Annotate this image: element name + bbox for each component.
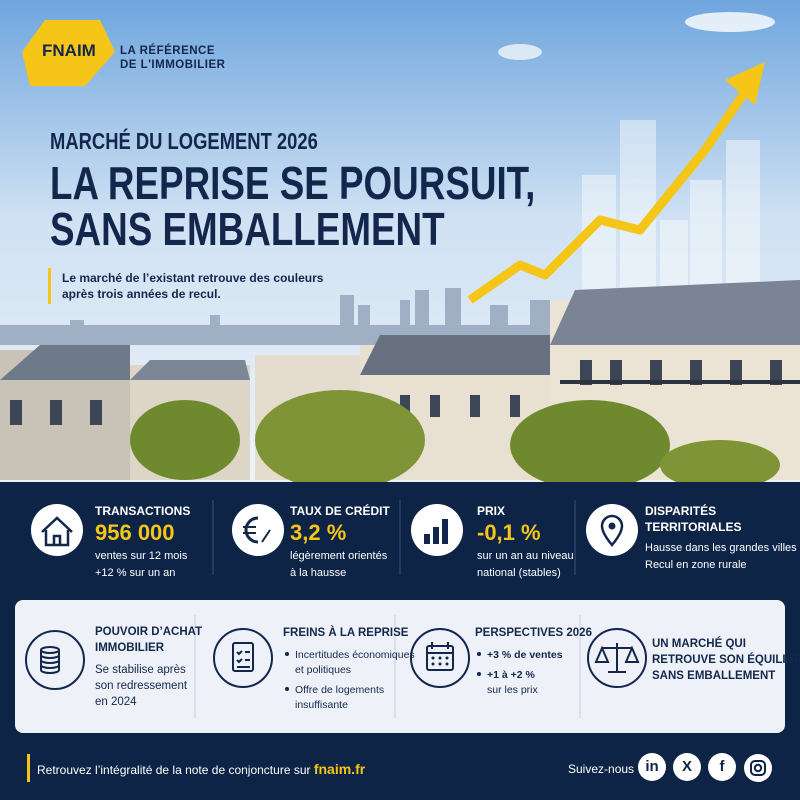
panel-title: POUVOIR D’ACHAT [95, 626, 203, 638]
rising-arrow [467, 89, 749, 304]
stat-label: PRIX [477, 504, 506, 518]
social-icon[interactable]: X [673, 753, 701, 781]
follow-label: Suivez-nous [568, 762, 635, 776]
panel-text: Se stabilise après [95, 664, 186, 676]
panel-item-text: Incertitudes économiques [295, 649, 415, 661]
subtitle: Le marché de l’existant retrouve des cou… [62, 270, 323, 302]
panel-title: SANS EMBALLEMENT [652, 670, 776, 682]
footer-accent [27, 754, 30, 782]
headline-line: LA REPRISE SE POURSUIT, [50, 157, 536, 209]
panel-title: FREINS À LA REPRISE [283, 627, 409, 639]
stat-label: TRANSACTIONS [95, 504, 191, 518]
subtitle-line: après trois années de recul. [62, 287, 221, 301]
headline: LA REPRISE SE POURSUIT, SANS EMBALLEMENT [50, 160, 535, 252]
tagline: LA RÉFÉRENCE DE L'IMMOBILIER [120, 44, 225, 72]
panel-text: en 2024 [95, 696, 137, 708]
stat-value: -0,1 % [477, 520, 541, 545]
stat-note: ventes sur 12 mois [95, 550, 188, 562]
bullet [285, 687, 289, 692]
tagline-line: DE L'IMMOBILIER [120, 59, 226, 71]
stat-note: Hausse dans les grandes villes [645, 542, 797, 554]
stat-note: +12 % sur un an [95, 567, 176, 579]
cloud [498, 44, 542, 60]
panel-item-text: insuffisante [295, 699, 348, 711]
stat-icons [31, 504, 638, 556]
subtitle-line: Le marché de l’existant retrouve des cou… [62, 271, 324, 285]
panel-title: IMMOBILIER [95, 642, 164, 654]
stat-label: DISPARITÉS [645, 504, 717, 518]
tagline-line: LA RÉFÉRENCE [120, 45, 216, 57]
panel-item-line: Offre de logements [285, 684, 384, 696]
panel-title: PERSPECTIVES 2026 [475, 627, 592, 639]
panel-item-text: +1 à +2 % [487, 669, 535, 681]
stat-note: national (stables) [477, 567, 561, 579]
headline-line: SANS EMBALLEMENT [50, 203, 445, 255]
panel-icons [25, 628, 647, 690]
accent-bar [48, 268, 51, 304]
stat-note: Recul en zone rurale [645, 559, 747, 571]
stat-value: 3,2 % [290, 520, 347, 545]
bullet [477, 672, 481, 677]
panel-item-line: +3 % de ventes [477, 649, 563, 661]
social-icon[interactable]: in [638, 753, 666, 781]
stat-note: légèrement orientés [290, 550, 388, 562]
stat-note: à la hausse [290, 567, 347, 579]
trees [130, 390, 780, 490]
panel-item-line: sur les prix [477, 684, 538, 696]
bullet [477, 652, 481, 657]
panel-dividers [194, 615, 581, 718]
footer-text: Retrouvez l’intégralité de la note de co… [37, 761, 365, 777]
panel-text: son redressement [95, 680, 188, 692]
panel-item-text: sur les prix [487, 684, 538, 696]
stat-note: sur un an au niveau [477, 550, 574, 562]
bullet [285, 652, 289, 657]
footer-link[interactable]: fnaim.fr [313, 761, 366, 777]
panel-item-text: Offre de logements [295, 684, 385, 696]
panel-item-line: Incertitudes économiques [285, 649, 415, 661]
dividers [212, 500, 576, 575]
social-icon[interactable]: f [708, 753, 736, 781]
arrow-head [725, 62, 765, 105]
panel-card [15, 600, 785, 733]
kicker: MARCHÉ DU LOGEMENT 2026 [50, 128, 318, 154]
panel-item-line: +1 à +2 % [477, 669, 535, 681]
panel-item-text: +3 % de ventes [487, 649, 563, 661]
logo-text: FNAIM [42, 41, 96, 60]
instagram-icon[interactable] [743, 753, 773, 783]
stat-label: TAUX DE CRÉDIT [290, 504, 390, 518]
cloud [685, 12, 775, 32]
footer-note: Retrouvez l’intégralité de la note de co… [37, 763, 311, 777]
stat-label: TERRITORIALES [645, 520, 742, 534]
panel-title: UN MARCHÉ QUI [652, 638, 746, 650]
stat-value: 956 000 [95, 520, 175, 545]
logo-shape [22, 20, 115, 86]
bar-graphic [582, 120, 760, 300]
panel-item-line: et politiques [285, 664, 351, 676]
panel-title: RETROUVE SON ÉQUILIBRE, [652, 654, 800, 666]
panel-item-line: insuffisante [285, 699, 348, 711]
panel-item-text: et politiques [295, 664, 352, 676]
